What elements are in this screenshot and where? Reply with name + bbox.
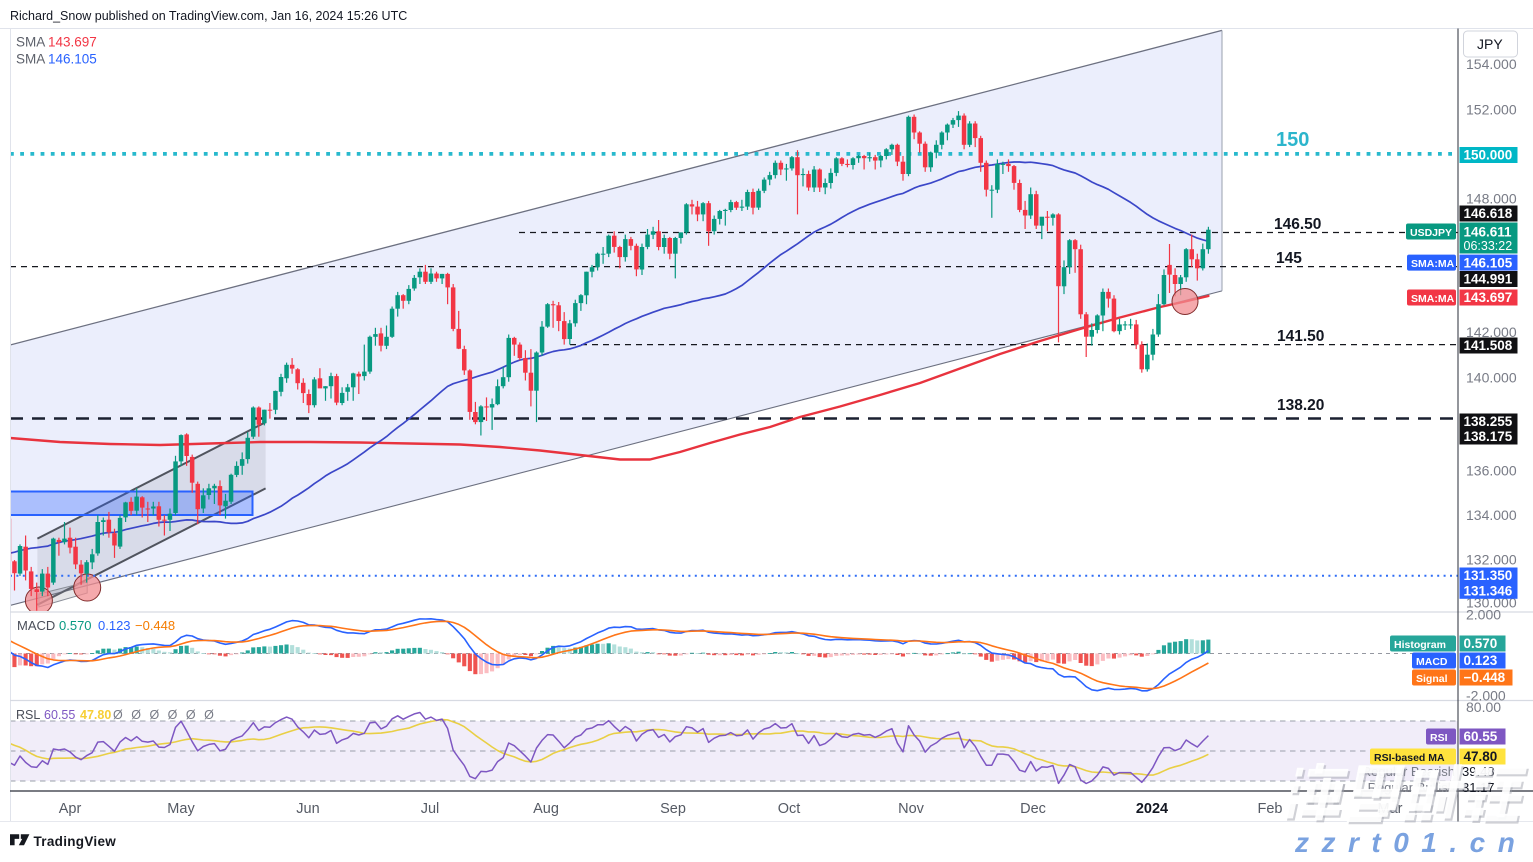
svg-text:USDJPY: USDJPY xyxy=(1410,227,1452,239)
svg-text:Dec: Dec xyxy=(1020,801,1046,817)
svg-text:134.000: 134.000 xyxy=(1466,507,1517,523)
svg-text:80.00: 80.00 xyxy=(1466,699,1501,715)
svg-text:138.20: 138.20 xyxy=(1277,397,1324,414)
svg-text:60.55: 60.55 xyxy=(44,708,75,722)
svg-text:146.105: 146.105 xyxy=(1464,255,1513,270)
svg-text:146.618: 146.618 xyxy=(1464,206,1513,221)
svg-text:Apr: Apr xyxy=(59,801,82,817)
svg-text:47.80: 47.80 xyxy=(1464,749,1498,764)
svg-text:150: 150 xyxy=(1276,129,1309,151)
svg-text:JPY: JPY xyxy=(1477,36,1503,52)
svg-text:MACD: MACD xyxy=(1416,656,1448,668)
svg-text:143.697: 143.697 xyxy=(1464,290,1513,305)
svg-text:Feb: Feb xyxy=(1258,801,1283,817)
svg-text:Richard_Snow published on Trad: Richard_Snow published on TradingView.co… xyxy=(10,9,407,23)
svg-text:150.000: 150.000 xyxy=(1464,148,1513,163)
svg-text:0.570: 0.570 xyxy=(59,618,92,633)
svg-text:−0.448: −0.448 xyxy=(135,618,175,633)
svg-text:140.000: 140.000 xyxy=(1466,370,1517,386)
svg-text:−0.448: −0.448 xyxy=(1464,670,1506,685)
svg-text:Aug: Aug xyxy=(533,801,559,817)
svg-text:47.80: 47.80 xyxy=(80,708,111,722)
svg-text:131.346: 131.346 xyxy=(1464,584,1513,599)
svg-text:143.697: 143.697 xyxy=(48,35,97,50)
svg-text:60.55: 60.55 xyxy=(1464,729,1498,744)
svg-text:154.000: 154.000 xyxy=(1466,56,1517,72)
svg-text:141.508: 141.508 xyxy=(1464,338,1513,353)
svg-text:TradingView: TradingView xyxy=(34,834,117,849)
svg-text:Sep: Sep xyxy=(660,801,686,817)
svg-text:ØØØØØØ: ØØØØØØ xyxy=(113,708,222,722)
svg-text:Histogram: Histogram xyxy=(1394,639,1446,651)
svg-text:132.000: 132.000 xyxy=(1466,552,1517,568)
svg-text:0.570: 0.570 xyxy=(1464,636,1498,651)
svg-text:152.000: 152.000 xyxy=(1466,102,1517,118)
svg-text:RSI-based MA: RSI-based MA xyxy=(1374,752,1445,764)
svg-text:144.991: 144.991 xyxy=(1464,272,1513,287)
svg-text:Signal: Signal xyxy=(1416,673,1448,685)
svg-text:142.000: 142.000 xyxy=(1466,324,1517,340)
svg-text:146.611: 146.611 xyxy=(1464,225,1513,240)
svg-text:0.123: 0.123 xyxy=(1464,653,1498,668)
svg-text:Jun: Jun xyxy=(296,801,319,817)
svg-text:Nov: Nov xyxy=(898,801,925,817)
svg-text:146.50: 146.50 xyxy=(1274,216,1321,233)
svg-text:138.175: 138.175 xyxy=(1464,429,1513,444)
svg-text:145: 145 xyxy=(1276,250,1302,267)
svg-text:06:33:22: 06:33:22 xyxy=(1464,239,1513,253)
svg-text:SMA: SMA xyxy=(16,35,45,50)
svg-text:zzrt01.cn: zzrt01.cn xyxy=(1291,829,1524,858)
svg-text:138.255: 138.255 xyxy=(1464,414,1513,429)
svg-text:136.000: 136.000 xyxy=(1466,463,1517,479)
svg-text:131.350: 131.350 xyxy=(1464,568,1513,583)
svg-text:zzrt01.cn: zzrt01.cn xyxy=(1294,827,1527,857)
svg-text:SMA:MA: SMA:MA xyxy=(1411,293,1455,305)
svg-text:146.105: 146.105 xyxy=(48,52,97,67)
svg-text:0.123: 0.123 xyxy=(98,618,131,633)
svg-text:Jul: Jul xyxy=(421,801,440,817)
svg-text:RSI: RSI xyxy=(1430,732,1448,744)
svg-text:141.50: 141.50 xyxy=(1277,328,1324,345)
svg-text:-2.000: -2.000 xyxy=(1466,688,1506,704)
svg-text:MACD: MACD xyxy=(17,618,55,633)
svg-text:SMA: SMA xyxy=(16,52,45,67)
svg-text:148.000: 148.000 xyxy=(1466,191,1517,207)
svg-text:SMA:MA: SMA:MA xyxy=(1411,258,1455,270)
svg-text:2024: 2024 xyxy=(1136,801,1168,817)
svg-text:2.000: 2.000 xyxy=(1466,607,1501,623)
svg-text:RSL: RSL xyxy=(16,708,40,722)
svg-text:May: May xyxy=(167,801,195,817)
svg-text:Oct: Oct xyxy=(778,801,801,817)
